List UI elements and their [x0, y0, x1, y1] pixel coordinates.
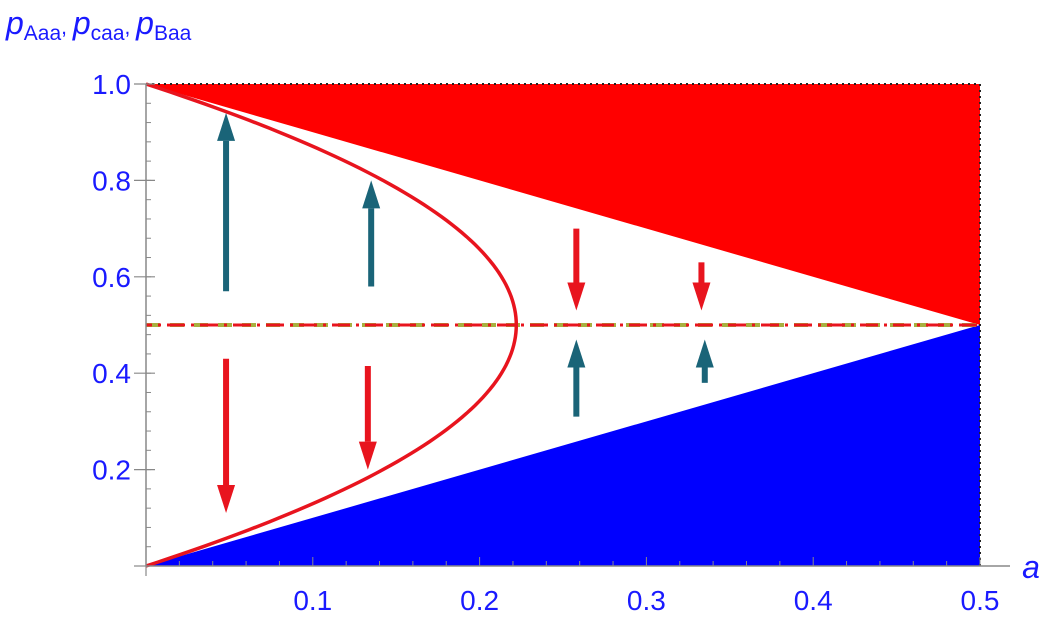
upper-region: [146, 84, 980, 325]
x-tick-label: 0.4: [794, 585, 833, 616]
arrow-head-5: [567, 339, 586, 368]
arrow-head-1: [362, 180, 381, 209]
regions-layer: [146, 83, 981, 566]
curve-layer: [145, 82, 980, 568]
y-tick-label: 0.4: [92, 358, 131, 389]
arrows-layer: [217, 112, 714, 513]
arrow-head-6: [692, 282, 711, 311]
x-tick-label: 0.5: [961, 585, 1000, 616]
x-tick-label: 0.3: [627, 585, 666, 616]
y-tick-label: 1.0: [92, 69, 131, 100]
boundary-curve: [145, 82, 519, 568]
y-tick-label: 0.2: [92, 455, 131, 486]
x-tick-label: 0.2: [460, 585, 499, 616]
arrow-head-2: [217, 484, 236, 513]
x-axis-label: a: [1022, 549, 1040, 585]
lower-region: [146, 325, 980, 566]
arrow-head-0: [217, 112, 236, 141]
axes-layer: [134, 83, 1010, 576]
x-tick-label: 0.1: [293, 585, 332, 616]
arrow-head-3: [358, 441, 377, 470]
arrow-head-4: [567, 282, 586, 311]
y-tick-label: 0.6: [92, 262, 131, 293]
y-axis-label: pAaa, pcaa, pBaa: [5, 5, 192, 45]
y-tick-label: 0.8: [92, 165, 131, 196]
arrow-head-7: [695, 339, 714, 368]
labels-layer: 0.1 0.2 0.3 0.4 0.5 0.2 0.4 0.6 0.8 1.0 a pAaa, pca…: [5, 5, 1040, 616]
